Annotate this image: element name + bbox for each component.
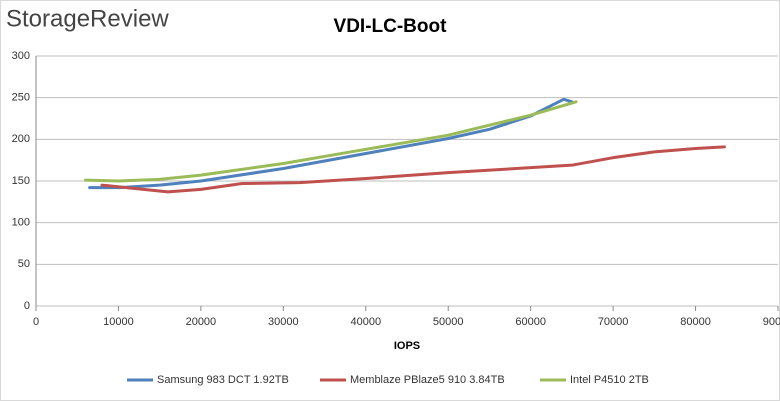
y-tick-label: 200 bbox=[12, 133, 30, 145]
brand-logo: StorageReview bbox=[6, 5, 169, 32]
y-tick-label: 300 bbox=[12, 50, 30, 62]
data-line bbox=[83, 100, 578, 183]
x-tick-label: 70000 bbox=[598, 316, 629, 328]
x-tick-label: 10000 bbox=[103, 316, 134, 328]
x-tick-label: 90000 bbox=[763, 316, 780, 328]
x-axis-label: IOPS bbox=[394, 340, 420, 352]
chart-title: VDI-LC-Boot bbox=[334, 16, 448, 37]
legend-label: Intel P4510 2TB bbox=[570, 374, 649, 386]
y-tick-label: 150 bbox=[12, 175, 30, 187]
y-tick-label: 250 bbox=[12, 92, 30, 104]
y-tick-label: 100 bbox=[12, 217, 30, 229]
data-line bbox=[100, 145, 726, 194]
x-tick-label: 30000 bbox=[268, 316, 299, 328]
x-tick-label: 0 bbox=[33, 316, 39, 328]
x-tick-label: 60000 bbox=[515, 316, 546, 328]
y-tick-label: 0 bbox=[24, 300, 30, 312]
legend-label: Memblaze PBlaze5 910 3.84TB bbox=[350, 374, 505, 386]
x-tick-label: 80000 bbox=[680, 316, 711, 328]
x-tick-label: 50000 bbox=[433, 316, 464, 328]
y-tick-label: 50 bbox=[18, 258, 30, 270]
x-tick-label: 40000 bbox=[350, 316, 381, 328]
x-tick-label: 20000 bbox=[186, 316, 217, 328]
legend-label: Samsung 983 DCT 1.92TB bbox=[157, 374, 289, 386]
